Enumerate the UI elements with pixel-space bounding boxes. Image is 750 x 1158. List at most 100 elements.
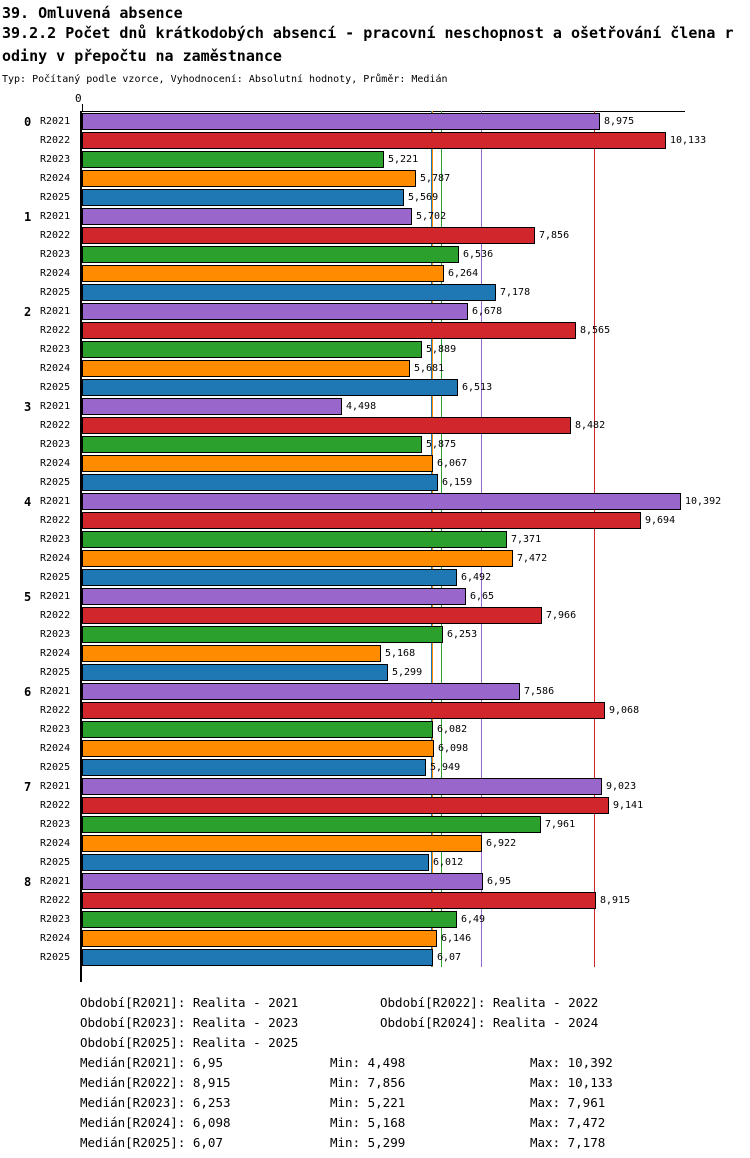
bar-row: R2025 5,569 — [0, 188, 750, 207]
bar-R2025 — [82, 664, 388, 681]
bar-row: R2022 9,068 — [0, 701, 750, 720]
axis-origin-tick — [82, 104, 83, 111]
bar-value-label: 9,023 — [606, 781, 637, 792]
bar-row: R2023 6,49 — [0, 910, 750, 929]
bar-R2025 — [82, 284, 496, 301]
group-label: 5 — [24, 589, 32, 604]
min-stat: Min: 5,221 — [330, 1095, 406, 1110]
bar-row: R2025 6,492 — [0, 568, 750, 587]
bar-row: 3 R2021 4,498 — [0, 397, 750, 416]
bar-wrap: 9,141 — [82, 796, 643, 815]
max-stat: Max: 10,392 — [530, 1055, 613, 1070]
year-label: R2023 — [40, 154, 71, 165]
median-stat: Medián[R2022]: 8,915 — [80, 1075, 231, 1090]
bar-wrap: 8,565 — [82, 321, 610, 340]
bar-row: R2023 5,889 — [0, 340, 750, 359]
bar-wrap: 6,067 — [82, 454, 467, 473]
bar-value-label: 6,07 — [437, 952, 462, 963]
bar-R2025 — [82, 379, 458, 396]
bar-row: R2024 6,098 — [0, 739, 750, 758]
bar-value-label: 6,49 — [461, 914, 486, 925]
bar-R2023 — [82, 721, 433, 738]
bar-row: R2024 6,067 — [0, 454, 750, 473]
bar-R2023 — [82, 246, 459, 263]
legend-entry: Období[R2021]: Realita - 2021 — [80, 995, 299, 1010]
bar-value-label: 10,133 — [670, 135, 707, 146]
bar-row: R2022 9,141 — [0, 796, 750, 815]
stats-table: Medián[R2021]: 6,95 Min: 4,498 Max: 10,392… — [80, 1053, 750, 1153]
bar-row: 7 R2021 9,023 — [0, 777, 750, 796]
bar-R2025 — [82, 569, 457, 586]
bar-wrap: 6,65 — [82, 587, 494, 606]
bar-row: R2024 5,787 — [0, 169, 750, 188]
bar-R2024 — [82, 740, 434, 757]
bar-wrap: 7,856 — [82, 226, 569, 245]
year-label: R2024 — [40, 648, 71, 659]
bar-R2022 — [82, 797, 609, 814]
bar-value-label: 7,472 — [517, 553, 548, 564]
bar-value-label: 8,975 — [604, 116, 635, 127]
bar-row: R2025 7,178 — [0, 283, 750, 302]
bar-wrap: 6,264 — [82, 264, 478, 283]
bar-value-label: 6,264 — [448, 268, 479, 279]
bar-R2023 — [82, 816, 541, 833]
bar-value-label: 5,702 — [416, 211, 447, 222]
bar-value-label: 7,961 — [545, 819, 576, 830]
stats-row: Medián[R2022]: 8,915 Min: 7,856 Max: 10,13… — [80, 1073, 750, 1093]
legend: Období[R2021]: Realita - 2021 Období[R202… — [80, 993, 750, 1053]
year-label: R2022 — [40, 135, 71, 146]
bar-wrap: 5,569 — [82, 188, 438, 207]
year-label: R2021 — [40, 591, 71, 602]
bar-value-label: 9,694 — [645, 515, 676, 526]
bar-R2022 — [82, 892, 596, 909]
group-label: 6 — [24, 684, 32, 699]
bar-value-label: 7,586 — [524, 686, 555, 697]
year-label: R2022 — [40, 800, 71, 811]
bar-R2021 — [82, 778, 602, 795]
bar-R2024 — [82, 170, 416, 187]
bar-wrap: 6,098 — [82, 739, 468, 758]
bar-row: R2023 7,961 — [0, 815, 750, 834]
year-label: R2022 — [40, 325, 71, 336]
year-label: R2024 — [40, 173, 71, 184]
bar-value-label: 6,513 — [462, 382, 493, 393]
bar-row: 4 R2021 10,392 — [0, 492, 750, 511]
year-label: R2022 — [40, 705, 71, 716]
year-label: R2021 — [40, 116, 71, 127]
bar-wrap: 6,012 — [82, 853, 463, 872]
bar-row: R2025 6,012 — [0, 853, 750, 872]
bar-wrap: 7,371 — [82, 530, 541, 549]
min-stat: Min: 4,498 — [330, 1055, 406, 1070]
bar-wrap: 6,922 — [82, 834, 516, 853]
bar-wrap: 6,253 — [82, 625, 477, 644]
bar-row: R2022 9,694 — [0, 511, 750, 530]
min-stat: Min: 5,299 — [330, 1135, 406, 1150]
chart-meta: Typ: Počítaný podle vzorce, Vyhodnocení:… — [2, 74, 448, 85]
bar-R2024 — [82, 930, 437, 947]
median-stat: Medián[R2021]: 6,95 — [80, 1055, 223, 1070]
stats-row: Medián[R2024]: 6,098 Min: 5,168 Max: 7,472 — [80, 1113, 750, 1133]
bar-row: R2022 10,133 — [0, 131, 750, 150]
bar-row: R2023 6,082 — [0, 720, 750, 739]
bar-R2024 — [82, 550, 513, 567]
bar-R2023 — [82, 436, 422, 453]
bar-row: R2024 7,472 — [0, 549, 750, 568]
bar-wrap: 6,159 — [82, 473, 472, 492]
bar-row: R2022 8,915 — [0, 891, 750, 910]
bar-wrap: 10,133 — [82, 131, 706, 150]
median-line-R2022 — [594, 111, 595, 967]
min-stat: Min: 5,168 — [330, 1115, 406, 1130]
bar-row: 2 R2021 6,678 — [0, 302, 750, 321]
year-label: R2021 — [40, 211, 71, 222]
max-stat: Max: 7,472 — [530, 1115, 606, 1130]
bar-value-label: 6,159 — [442, 477, 473, 488]
y-axis-line — [80, 111, 82, 982]
stats-row: Medián[R2025]: 6,07 Min: 5,299 Max: 7,178 — [80, 1133, 750, 1153]
bar-R2023 — [82, 151, 384, 168]
group-label: 1 — [24, 209, 32, 224]
year-label: R2021 — [40, 876, 71, 887]
bar-R2021 — [82, 303, 468, 320]
year-label: R2022 — [40, 230, 71, 241]
bar-R2022 — [82, 607, 542, 624]
bar-R2025 — [82, 949, 433, 966]
